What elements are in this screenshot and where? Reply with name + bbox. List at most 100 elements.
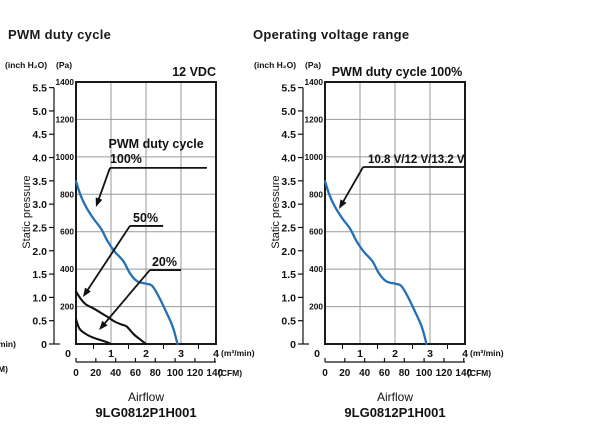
annotation-100-: 100% (95, 152, 207, 208)
curve-50- (74, 290, 148, 346)
arrowhead (99, 320, 108, 330)
svg-text:400: 400 (309, 264, 323, 274)
svg-text:1.5: 1.5 (32, 269, 47, 281)
chart-title-pwm-duty-cycle: PWM duty cycle (8, 27, 112, 42)
svg-text:1: 1 (108, 348, 114, 360)
right-model-number: 9LG0812P1H001 (344, 405, 446, 420)
svg-text:100: 100 (416, 368, 433, 379)
svg-text:0.5: 0.5 (281, 316, 296, 328)
svg-text:4: 4 (462, 348, 468, 360)
svg-text:80: 80 (150, 368, 162, 379)
svg-text:60: 60 (130, 368, 142, 379)
svg-text:0: 0 (41, 339, 47, 351)
svg-text:140: 140 (206, 368, 223, 379)
right-xlabel-airflow: Airflow (376, 390, 413, 404)
svg-text:3: 3 (178, 348, 184, 360)
m3min-axis: 0 1 2 3 4 (m³/min) (65, 345, 255, 360)
svg-text:0: 0 (65, 348, 71, 360)
svg-text:3.0: 3.0 (281, 199, 296, 211)
svg-text:40: 40 (110, 368, 122, 379)
svg-text:3.0: 3.0 (32, 199, 47, 211)
svg-text:(m³/min): (m³/min) (221, 348, 255, 358)
svg-text:4.0: 4.0 (32, 153, 47, 165)
svg-text:40: 40 (359, 368, 371, 379)
left-pa-unit-label: (Pa) (56, 60, 73, 70)
svg-text:5.0: 5.0 (281, 106, 296, 118)
svg-text:20: 20 (339, 368, 351, 379)
cfm-axis: 0 20 40 60 80 100 120 140(CFM) (73, 358, 242, 379)
svg-text:(m³/min): (m³/min) (470, 348, 504, 358)
annotation-label: 10.8 V/12 V/13.2 V (368, 154, 465, 166)
svg-text:5.5: 5.5 (281, 83, 296, 95)
svg-text:2: 2 (392, 348, 398, 360)
svg-text:2: 2 (143, 348, 149, 360)
arrowhead (83, 287, 91, 298)
svg-text:20: 20 (90, 368, 102, 379)
annotation-label: 50% (133, 211, 158, 225)
svg-text:800: 800 (309, 189, 323, 199)
svg-text:1.0: 1.0 (281, 292, 296, 304)
annotation-50-: 50% (83, 211, 164, 298)
pa-axis: 200 400 600 800 1000 1200 1400 (56, 77, 75, 312)
svg-text:5.5: 5.5 (32, 83, 47, 95)
plot-border (324, 81, 466, 345)
left-xlabel-airflow: Airflow (127, 390, 164, 404)
svg-text:200: 200 (309, 302, 323, 312)
arrowhead (339, 199, 347, 209)
annotation-pwm-duty-cycle: PWM duty cycle (109, 137, 204, 151)
svg-text:3: 3 (427, 348, 433, 360)
svg-text:1400: 1400 (56, 77, 75, 87)
svg-text:1200: 1200 (56, 114, 75, 124)
right-pa-unit-label: (Pa) (305, 60, 322, 70)
m3min-axis: 0 1 2 3 4 (m³/min) (314, 345, 504, 360)
svg-text:200: 200 (60, 302, 74, 312)
svg-text:1.5: 1.5 (281, 269, 296, 281)
svg-text:0: 0 (73, 368, 79, 379)
svg-text:600: 600 (309, 227, 323, 237)
svg-text:1: 1 (357, 348, 363, 360)
inch-axis: 0 0.5 1.0 1.5 2.0 2.5 3.0 3.5 4.0 4.5 5.0 5.5 (281, 83, 309, 351)
svg-text:600: 600 (60, 227, 74, 237)
svg-text:120: 120 (436, 368, 453, 379)
svg-text:2.0: 2.0 (32, 246, 47, 258)
svg-text:1.0: 1.0 (32, 292, 47, 304)
annotation-label: 100% (110, 152, 142, 166)
svg-text:3.5: 3.5 (281, 176, 296, 188)
inch-axis: 0 0.5 1.0 1.5 2.0 2.5 3.0 3.5 4.0 4.5 5.0 5.5 (32, 83, 60, 351)
gridlines (76, 82, 216, 344)
svg-text:0: 0 (322, 368, 328, 379)
annotation-20-: 20% (99, 255, 181, 330)
svg-text:3.5: 3.5 (32, 176, 47, 188)
svg-text:140: 140 (455, 368, 472, 379)
right-pwm-condition-label: PWM duty cycle 100% (331, 65, 463, 79)
svg-text:1400: 1400 (305, 77, 324, 87)
svg-text:(CFM): (CFM) (218, 368, 242, 378)
edge-cutoff-cfm: M) (0, 364, 8, 374)
annotation-label: 20% (152, 255, 177, 269)
annotation-label: PWM duty cycle (109, 137, 204, 151)
cfm-axis: 0 20 40 60 80 100 120 140(CFM) (322, 358, 491, 379)
svg-text:120: 120 (187, 368, 204, 379)
svg-text:60: 60 (379, 368, 391, 379)
curve-10-8-v-12-v-13-2-v (323, 180, 428, 346)
svg-text:80: 80 (399, 368, 411, 379)
svg-text:4.5: 4.5 (281, 129, 296, 141)
right-inch-unit-label: (inch H₂O) (254, 60, 297, 70)
edge-cutoff-m3min: min) (0, 339, 16, 349)
svg-text:1000: 1000 (56, 152, 75, 162)
gridlines (325, 82, 465, 344)
svg-text:2.0: 2.0 (281, 246, 296, 258)
svg-text:0: 0 (290, 339, 296, 351)
svg-text:400: 400 (60, 264, 74, 274)
svg-text:100: 100 (167, 368, 184, 379)
left-ylabel-static-pressure: Static pressure (21, 175, 33, 249)
svg-text:4.5: 4.5 (32, 129, 47, 141)
annotation-10-8-v-12-v-13-2-v: 10.8 V/12 V/13.2 V (339, 154, 465, 209)
chart-plot-1: 20040060080010001200140000.51.01.52.02.5… (281, 77, 503, 379)
left-model-number: 9LG0812P1H001 (95, 405, 197, 420)
chart-plot-0: 20040060080010001200140000.51.01.52.02.5… (32, 77, 254, 379)
svg-text:5.0: 5.0 (32, 106, 47, 118)
curve-20- (74, 318, 113, 346)
